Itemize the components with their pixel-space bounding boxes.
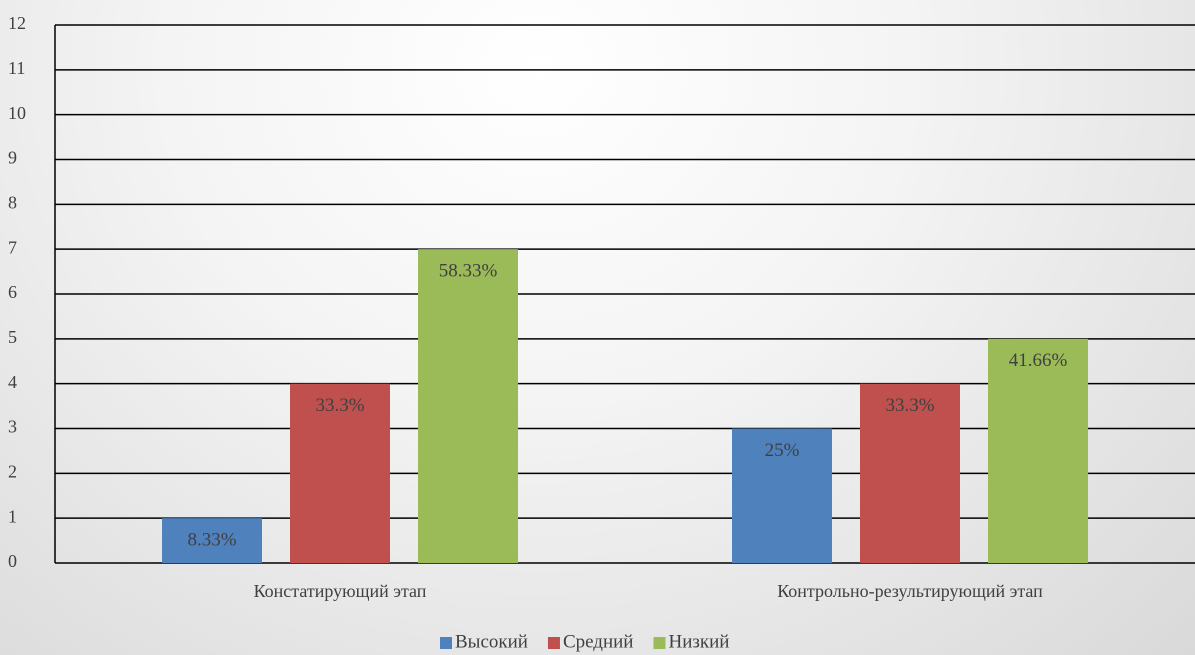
data-label: 41.66% (1009, 350, 1068, 371)
y-tick-label: 4 (8, 372, 17, 392)
y-tick-label: 6 (8, 282, 17, 302)
legend-label: Низкий (668, 631, 729, 652)
bar (290, 383, 390, 563)
legend-swatch (440, 637, 452, 649)
bar (988, 338, 1088, 563)
legend-swatch (653, 637, 666, 649)
bar (732, 428, 832, 563)
y-tick-label: 11 (8, 58, 25, 78)
legend-label: Средний (563, 631, 634, 652)
y-tick-label: 1 (8, 506, 17, 526)
y-tick-label: 3 (8, 417, 17, 437)
y-tick-label: 9 (8, 148, 17, 168)
y-tick-label: 10 (8, 103, 26, 123)
y-tick-label: 7 (8, 237, 17, 257)
y-tick-label: 0 (8, 551, 17, 571)
y-tick-label: 5 (8, 327, 17, 347)
y-tick-label: 8 (8, 192, 17, 212)
data-label: 58.33% (439, 261, 498, 282)
y-tick-label: 2 (8, 461, 17, 481)
x-tick-label: Констатирующий этап (254, 581, 427, 601)
y-tick-label: 12 (8, 13, 26, 33)
data-label: 33.3% (885, 395, 934, 416)
data-label: 8.33% (187, 530, 236, 551)
legend-swatch (547, 637, 560, 649)
bar (418, 249, 518, 563)
bar (162, 518, 262, 563)
legend-label: Высокий (455, 631, 528, 652)
data-label: 25% (765, 440, 800, 461)
bar (860, 383, 960, 563)
data-label: 33.3% (315, 395, 364, 416)
x-tick-label: Контрольно-результирующий этап (777, 581, 1043, 601)
